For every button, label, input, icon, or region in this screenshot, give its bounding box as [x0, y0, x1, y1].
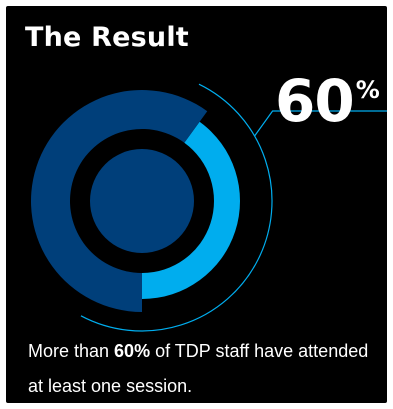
leader-line	[254, 110, 387, 137]
result-caption: More than 60% of TDP staff have attended…	[28, 334, 378, 403]
center-disk	[90, 149, 194, 253]
slice-highlight	[30, 89, 208, 312]
card-title: The Result	[25, 22, 189, 53]
result-card: The Result 60% More than 60% of TDP staf…	[6, 6, 387, 403]
caption-text-before: More than	[28, 341, 115, 361]
accent-arc	[80, 83, 273, 332]
caption-bold-value: 60%	[114, 341, 151, 361]
caption-text-after: of TDP staff have attended at least one …	[28, 341, 369, 396]
highlight-percentage: 60%	[275, 72, 380, 130]
donut-chart	[30, 83, 387, 332]
highlight-unit: %	[355, 76, 380, 104]
slice-remaining	[142, 121, 240, 299]
highlight-value: 60	[275, 67, 355, 135]
